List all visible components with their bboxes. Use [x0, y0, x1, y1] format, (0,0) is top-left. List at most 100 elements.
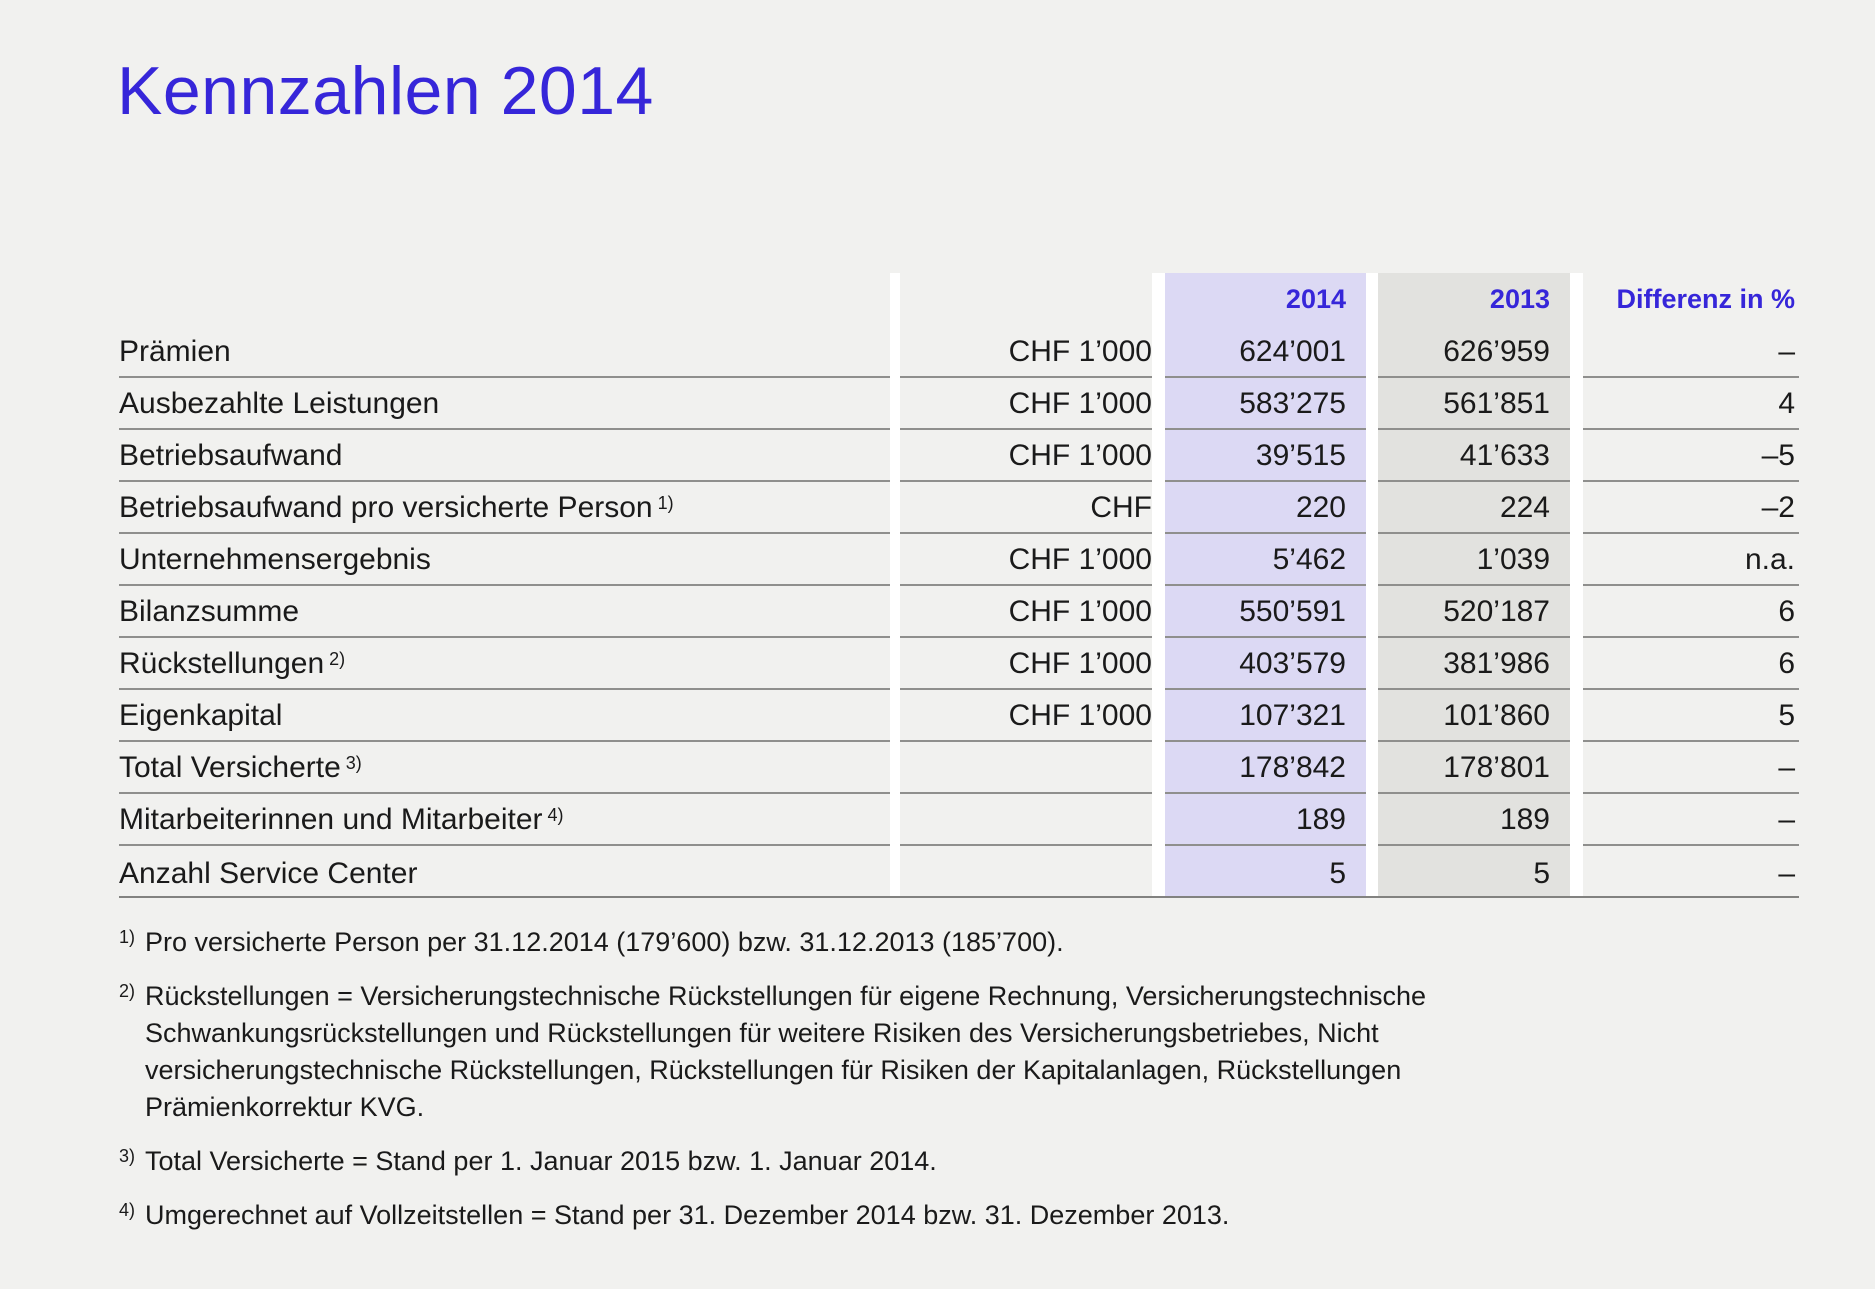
page-title: Kennzahlen 2014 — [117, 53, 654, 129]
value-2013: 189 — [1378, 794, 1570, 846]
value-differenz: –2 — [1583, 482, 1799, 534]
row-unit: CHF 1’000 — [900, 638, 1152, 690]
column-divider — [1366, 482, 1378, 534]
value-2013: 5 — [1378, 846, 1570, 898]
row-label: Bilanzsumme — [119, 586, 890, 638]
row-label: Rückstellungen 2) — [119, 638, 890, 690]
value-2013: 626’959 — [1378, 326, 1570, 378]
value-2014: 550’591 — [1165, 586, 1366, 638]
value-2013: 381’986 — [1378, 638, 1570, 690]
row-label-text: Rückstellungen — [119, 647, 325, 680]
column-divider — [890, 378, 900, 430]
column-divider — [1152, 273, 1165, 326]
column-divider — [1366, 690, 1378, 742]
row-unit: CHF 1’000 — [900, 378, 1152, 430]
column-divider — [890, 482, 900, 534]
footnote: 2) Rückstellungen = Versicherungstechnisc… — [119, 978, 1799, 1126]
column-divider — [1570, 430, 1583, 482]
column-divider — [1570, 326, 1583, 378]
column-divider — [1152, 794, 1165, 846]
column-divider — [1152, 326, 1165, 378]
value-2013: 520’187 — [1378, 586, 1570, 638]
value-differenz: n.a. — [1583, 534, 1799, 586]
column-divider — [1366, 326, 1378, 378]
value-2014: 583’275 — [1165, 378, 1366, 430]
column-divider — [890, 430, 900, 482]
column-divider — [890, 846, 900, 898]
value-2014: 5’462 — [1165, 534, 1366, 586]
column-divider — [890, 534, 900, 586]
value-2014: 107’321 — [1165, 690, 1366, 742]
row-label: Eigenkapital — [119, 690, 890, 742]
footnote-reference: 2) — [329, 649, 346, 669]
value-differenz: 4 — [1583, 378, 1799, 430]
footnote-text: Pro versicherte Person per 31.12.2014 (1… — [145, 924, 1799, 961]
row-label: Ausbezahlte Leistungen — [119, 378, 890, 430]
footnote-line: Schwankungsrückstellungen und Rückstellu… — [145, 1018, 1379, 1048]
column-divider — [1152, 430, 1165, 482]
column-header-2014: 2014 — [1165, 273, 1366, 326]
column-divider — [1152, 482, 1165, 534]
value-2013: 1’039 — [1378, 534, 1570, 586]
row-unit: CHF 1’000 — [900, 430, 1152, 482]
row-label: Mitarbeiterinnen und Mitarbeiter 4) — [119, 794, 890, 846]
row-unit: CHF 1’000 — [900, 690, 1152, 742]
row-label-text: Anzahl Service Center — [119, 857, 418, 890]
footnote-text: Total Versicherte = Stand per 1. Januar … — [145, 1143, 1799, 1180]
value-2014: 189 — [1165, 794, 1366, 846]
footnote: 1) Pro versicherte Person per 31.12.2014 … — [119, 924, 1799, 961]
row-label: Betriebsaufwand pro versicherte Person 1) — [119, 482, 890, 534]
column-divider — [1570, 794, 1583, 846]
row-label: Prämien — [119, 326, 890, 378]
column-header-differenz: Differenz in % — [1616, 284, 1795, 314]
row-label: Total Versicherte 3) — [119, 742, 890, 794]
row-label-text: Mitarbeiterinnen und Mitarbeiter — [119, 803, 543, 836]
value-2014: 624’001 — [1165, 326, 1366, 378]
key-figures-table: 2014 2013 Differenz in % Prämien CHF 1’000 62… — [119, 273, 1799, 898]
column-divider — [1152, 378, 1165, 430]
row-label-text: Total Versicherte — [119, 751, 341, 784]
row-label-text: Eigenkapital — [119, 699, 283, 732]
row-unit: CHF 1’000 — [900, 534, 1152, 586]
column-divider — [1366, 430, 1378, 482]
column-divider — [890, 326, 900, 378]
table-bottom-rule — [119, 896, 1799, 898]
column-divider — [1366, 273, 1378, 326]
row-unit — [900, 846, 1152, 898]
footnote-line: Prämienkorrektur KVG. — [145, 1092, 425, 1122]
column-divider — [1366, 794, 1378, 846]
row-label-text: Betriebsaufwand — [119, 439, 343, 472]
row-label-text: Bilanzsumme — [119, 595, 300, 628]
footnote-marker: 2) — [119, 981, 136, 1001]
column-divider — [1152, 846, 1165, 898]
column-divider — [1366, 534, 1378, 586]
footnote-line: versicherungstechnische Rückstellungen, … — [145, 1055, 1402, 1085]
value-2014: 220 — [1165, 482, 1366, 534]
column-divider — [1366, 742, 1378, 794]
row-unit — [900, 794, 1152, 846]
column-divider — [1152, 534, 1165, 586]
column-divider — [1152, 586, 1165, 638]
footnote-marker: 3) — [119, 1146, 136, 1166]
footnote: 3) Total Versicherte = Stand per 1. Janua… — [119, 1143, 1799, 1180]
footnote-line: Umgerechnet auf Vollzeitstellen = Stand … — [145, 1200, 1230, 1230]
footnote-text: Rückstellungen = Versicherungstechnische… — [145, 978, 1799, 1126]
row-unit — [900, 742, 1152, 794]
value-differenz: 6 — [1583, 638, 1799, 690]
column-divider — [1570, 378, 1583, 430]
footnote-reference: 4) — [547, 805, 564, 825]
value-differenz: 6 — [1583, 586, 1799, 638]
value-2013: 178’801 — [1378, 742, 1570, 794]
header-empty-unit — [900, 273, 1152, 326]
value-differenz: – — [1583, 326, 1799, 378]
column-divider — [1366, 378, 1378, 430]
column-divider — [890, 273, 900, 326]
column-header-2013: 2013 — [1378, 273, 1570, 326]
value-2013: 101’860 — [1378, 690, 1570, 742]
footnote-text: Umgerechnet auf Vollzeitstellen = Stand … — [145, 1197, 1799, 1234]
column-divider — [1570, 690, 1583, 742]
footnote-marker: 4) — [119, 1200, 136, 1220]
value-2013: 224 — [1378, 482, 1570, 534]
header-empty-label — [119, 273, 890, 326]
column-divider — [1366, 586, 1378, 638]
